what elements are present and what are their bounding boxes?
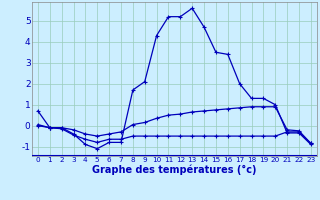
X-axis label: Graphe des températures (°c): Graphe des températures (°c) <box>92 165 257 175</box>
